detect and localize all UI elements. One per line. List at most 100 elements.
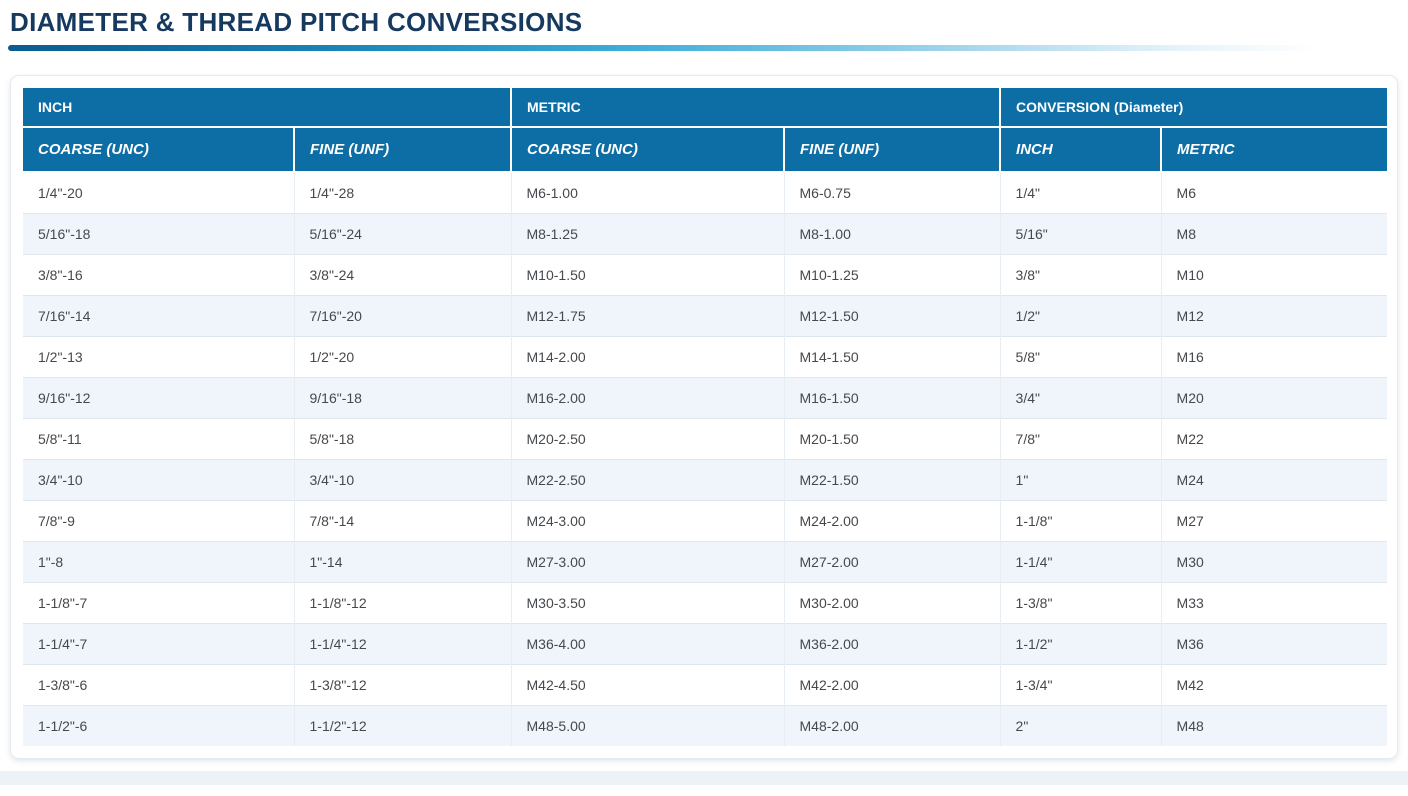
table-cell: 1-1/8"-12 xyxy=(293,582,512,624)
table-cell: 1-3/8"-12 xyxy=(293,664,512,706)
table-cell: 1/2"-13 xyxy=(23,336,294,378)
table-cell: M36 xyxy=(1160,623,1388,665)
table-row: 1/2"-13 1/2"-20 M14-2.00 M14-1.50 5/8" M16 xyxy=(23,336,1388,378)
page-bottom-strip xyxy=(0,771,1408,785)
table-cell: M16-1.50 xyxy=(783,377,1001,419)
table-cell: M27-2.00 xyxy=(783,541,1001,583)
table-cell: 1-1/2"-6 xyxy=(23,705,294,746)
table-cell: 1-1/4"-12 xyxy=(293,623,512,665)
table-cell: M8 xyxy=(1160,213,1388,255)
table-cell: 5/16"-18 xyxy=(23,213,294,255)
table-cell: 1" xyxy=(999,459,1162,501)
group-header-metric: METRIC xyxy=(510,88,1002,128)
table-row: 3/4"-10 3/4"-10 M22-2.50 M22-1.50 1" M24 xyxy=(23,459,1388,501)
page-title: DIAMETER & THREAD PITCH CONVERSIONS xyxy=(10,7,583,37)
table-row: 1/4"-20 1/4"-28 M6-1.00 M6-0.75 1/4" M6 xyxy=(23,171,1388,214)
table-cell: M36-4.00 xyxy=(510,623,785,665)
table-cell: 1"-14 xyxy=(293,541,512,583)
table-row: 7/16"-14 7/16"-20 M12-1.75 M12-1.50 1/2" M12 xyxy=(23,295,1388,337)
table-cell: 1"-8 xyxy=(23,541,294,583)
table-cell: 1-1/8" xyxy=(999,500,1162,542)
table-cell: M22-2.50 xyxy=(510,459,785,501)
table-cell: 3/4"-10 xyxy=(23,459,294,501)
table-row: 1-1/2"-6 1-1/2"-12 M48-5.00 M48-2.00 2" M48 xyxy=(23,705,1388,746)
table-cell: 1/2" xyxy=(999,295,1162,337)
table-cell: 5/8"-18 xyxy=(293,418,512,460)
table-cell: 5/8" xyxy=(999,336,1162,378)
table-row: 1"-8 1"-14 M27-3.00 M27-2.00 1-1/4" M30 xyxy=(23,541,1388,583)
table-cell: M48-5.00 xyxy=(510,705,785,746)
table-row: 3/8"-16 3/8"-24 M10-1.50 M10-1.25 3/8" M10 xyxy=(23,254,1388,296)
table-cell: 1-3/8"-6 xyxy=(23,664,294,706)
table-cell: M6-1.00 xyxy=(510,171,785,214)
table-row: 7/8"-9 7/8"-14 M24-3.00 M24-2.00 1-1/8" M27 xyxy=(23,500,1388,542)
group-header-row: INCH METRIC CONVERSION (Diameter) xyxy=(23,88,1388,128)
table-cell: M8-1.25 xyxy=(510,213,785,255)
table-cell: M6 xyxy=(1160,171,1388,214)
table-row: 5/16"-18 5/16"-24 M8-1.25 M8-1.00 5/16" M8 xyxy=(23,213,1388,255)
table-row: 1-1/4"-7 1-1/4"-12 M36-4.00 M36-2.00 1-1/2" M… xyxy=(23,623,1388,665)
column-header-inch-coarse: COARSE (UNC) xyxy=(23,126,295,173)
table-row: 1-1/8"-7 1-1/8"-12 M30-3.50 M30-2.00 1-3/8" M… xyxy=(23,582,1388,624)
table-cell: M8-1.00 xyxy=(783,213,1001,255)
table-cell: 7/16"-14 xyxy=(23,295,294,337)
table-cell: 1-1/8"-7 xyxy=(23,582,294,624)
column-header-metric-fine: FINE (UNF) xyxy=(783,126,1002,173)
table-cell: M20 xyxy=(1160,377,1388,419)
table-cell: M30-2.00 xyxy=(783,582,1001,624)
table-cell: M10-1.50 xyxy=(510,254,785,296)
conversion-table: INCH METRIC CONVERSION (Diameter) COARSE… xyxy=(23,88,1388,746)
table-cell: M48 xyxy=(1160,705,1388,746)
table-cell: M12-1.75 xyxy=(510,295,785,337)
table-cell: 7/8"-14 xyxy=(293,500,512,542)
table-cell: 7/16"-20 xyxy=(293,295,512,337)
table-cell: 5/16"-24 xyxy=(293,213,512,255)
table-cell: M14-1.50 xyxy=(783,336,1001,378)
table-cell: M10 xyxy=(1160,254,1388,296)
column-header-inch-fine: FINE (UNF) xyxy=(292,126,513,173)
table-cell: 5/8"-11 xyxy=(23,418,294,460)
table-cell: 3/4"-10 xyxy=(293,459,512,501)
table-cell: M36-2.00 xyxy=(783,623,1001,665)
table-cell: M10-1.25 xyxy=(783,254,1001,296)
table-cell: 9/16"-18 xyxy=(293,377,512,419)
column-header-row: COARSE (UNC) FINE (UNF) COARSE (UNC) FIN… xyxy=(23,126,1388,173)
table-cell: 9/16"-12 xyxy=(23,377,294,419)
table-cell: M30 xyxy=(1160,541,1388,583)
table-cell: M33 xyxy=(1160,582,1388,624)
table-row: 5/8"-11 5/8"-18 M20-2.50 M20-1.50 7/8" M22 xyxy=(23,418,1388,460)
conversion-table-card: INCH METRIC CONVERSION (Diameter) COARSE… xyxy=(10,75,1398,759)
table-cell: 1/4" xyxy=(999,171,1162,214)
table-cell: M16-2.00 xyxy=(510,377,785,419)
table-cell: M6-0.75 xyxy=(783,171,1001,214)
table-row: 9/16"-12 9/16"-18 M16-2.00 M16-1.50 3/4" M20 xyxy=(23,377,1388,419)
table-cell: 3/8"-24 xyxy=(293,254,512,296)
table-cell: 1-1/4" xyxy=(999,541,1162,583)
table-row: 1-3/8"-6 1-3/8"-12 M42-4.50 M42-2.00 1-3/4" M… xyxy=(23,664,1388,706)
table-cell: M42 xyxy=(1160,664,1388,706)
table-cell: 2" xyxy=(999,705,1162,746)
group-header-conversion: CONVERSION (Diameter) xyxy=(999,88,1388,128)
table-cell: M14-2.00 xyxy=(510,336,785,378)
table-cell: M22-1.50 xyxy=(783,459,1001,501)
table-cell: M24 xyxy=(1160,459,1388,501)
column-header-conv-metric: METRIC xyxy=(1160,126,1388,173)
column-header-conv-inch: INCH xyxy=(999,126,1163,173)
table-cell: M42-2.00 xyxy=(783,664,1001,706)
table-cell: M48-2.00 xyxy=(783,705,1001,746)
table-cell: M24-2.00 xyxy=(783,500,1001,542)
table-cell: 1-3/4" xyxy=(999,664,1162,706)
table-cell: M12-1.50 xyxy=(783,295,1001,337)
table-cell: 1-1/4"-7 xyxy=(23,623,294,665)
table-cell: M22 xyxy=(1160,418,1388,460)
table-cell: M24-3.00 xyxy=(510,500,785,542)
table-cell: M20-2.50 xyxy=(510,418,785,460)
table-cell: 7/8" xyxy=(999,418,1162,460)
table-cell: 1/2"-20 xyxy=(293,336,512,378)
table-cell: 1-1/2"-12 xyxy=(293,705,512,746)
table-cell: 7/8"-9 xyxy=(23,500,294,542)
table-cell: M16 xyxy=(1160,336,1388,378)
table-cell: M12 xyxy=(1160,295,1388,337)
table-cell: M27 xyxy=(1160,500,1388,542)
table-cell: 1/4"-28 xyxy=(293,171,512,214)
